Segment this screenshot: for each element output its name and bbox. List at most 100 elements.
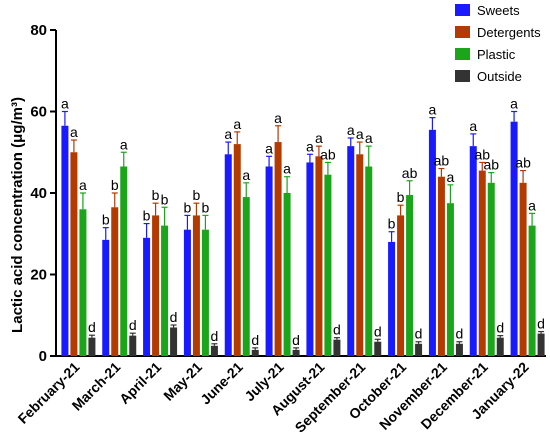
legend-label: Sweets — [477, 3, 520, 18]
bar — [406, 195, 414, 356]
significance-letter: a — [510, 96, 518, 112]
bar — [437, 176, 445, 356]
significance-letter: b — [152, 187, 160, 203]
significance-letter: b — [397, 189, 405, 205]
significance-letter: b — [161, 191, 169, 207]
significance-letter: d — [88, 319, 96, 335]
bar — [306, 162, 314, 356]
bar — [333, 339, 341, 356]
bar — [143, 237, 151, 356]
significance-letter: b — [388, 216, 396, 232]
bar — [79, 209, 87, 356]
legend-swatch — [455, 26, 470, 38]
bar — [446, 203, 454, 356]
bar — [70, 152, 78, 356]
bar — [61, 125, 69, 356]
bar — [415, 343, 423, 356]
significance-letter: a — [315, 130, 323, 146]
bar — [487, 182, 495, 356]
bars — [61, 110, 545, 356]
significance-letter: d — [292, 332, 300, 348]
y-axis-label: Lactic acid concentration (μg/m³) — [9, 97, 26, 333]
significance-letter: b — [184, 199, 192, 215]
significance-letter: a — [265, 140, 273, 156]
bar — [496, 337, 504, 356]
legend-label: Detergents — [477, 25, 541, 40]
significance-letter: d — [374, 323, 382, 339]
y-tick-label: 0 — [39, 348, 47, 365]
bar — [374, 341, 382, 356]
legend: Sweets Detergents Plastic Outside — [455, 3, 541, 84]
significance-letter: b — [111, 177, 119, 193]
x-tick-label: June-21 — [197, 359, 246, 408]
bar — [233, 144, 241, 356]
bar — [283, 193, 291, 356]
significance-letter: d — [333, 322, 341, 338]
x-tick-label: September-21 — [292, 359, 369, 436]
bar — [210, 345, 218, 356]
significance-letter: b — [193, 187, 201, 203]
x-tick-label: February-21 — [15, 359, 83, 427]
significance-letter: a — [79, 177, 87, 193]
bar — [102, 239, 110, 356]
significance-letter: a — [528, 197, 536, 213]
y-tick-label: 60 — [30, 104, 47, 121]
bar — [88, 337, 96, 356]
significance-letter: a — [347, 122, 355, 138]
y-tick-label: 80 — [30, 22, 47, 39]
bar — [528, 225, 536, 356]
bar — [161, 225, 169, 356]
significance-letter: a — [224, 126, 232, 142]
significance-letter: a — [283, 161, 291, 177]
significance-letter: a — [233, 116, 241, 132]
significance-letter: d — [251, 332, 259, 348]
bar — [428, 129, 436, 356]
bar — [292, 349, 300, 356]
significance-letter: ab — [483, 157, 499, 173]
significance-letter: d — [129, 317, 137, 333]
y-tick-label: 40 — [30, 185, 47, 202]
bar — [251, 349, 259, 356]
bar — [537, 333, 545, 356]
legend-label: Outside — [477, 69, 522, 84]
legend-label: Plastic — [477, 47, 516, 62]
bar — [111, 207, 119, 356]
bar — [397, 215, 405, 356]
bar — [201, 229, 209, 356]
x-tick-label: April-21 — [116, 359, 164, 407]
bar — [478, 170, 486, 356]
bar — [183, 229, 191, 356]
legend-swatch — [455, 70, 470, 82]
significance-letter: a — [356, 126, 364, 142]
significance-letter: a — [306, 138, 314, 154]
bar — [455, 343, 463, 356]
significance-letter: a — [429, 102, 437, 118]
significance-letter: b — [143, 208, 151, 224]
significance-letter: d — [170, 309, 178, 325]
bar — [242, 197, 250, 356]
significance-letter: ab — [474, 146, 490, 162]
significance-letter: d — [456, 326, 464, 342]
bar — [129, 335, 137, 356]
significance-letter: d — [496, 320, 504, 336]
bar — [192, 215, 200, 356]
bar — [365, 166, 373, 356]
bar — [224, 154, 232, 356]
bar — [347, 146, 355, 356]
significance-letter: d — [415, 326, 423, 342]
significance-letter: a — [120, 136, 128, 152]
significance-letter: a — [274, 110, 282, 126]
bar — [324, 174, 332, 356]
significance-letter: a — [61, 96, 69, 112]
bar — [274, 142, 282, 356]
significance-letter: a — [242, 167, 250, 183]
bar — [510, 121, 518, 356]
bar — [265, 166, 273, 356]
bar — [120, 166, 128, 356]
bar — [469, 146, 477, 356]
significance-letter: a — [70, 124, 78, 140]
legend-swatch — [455, 48, 470, 60]
significance-letter: ab — [402, 165, 418, 181]
bar — [356, 154, 364, 356]
